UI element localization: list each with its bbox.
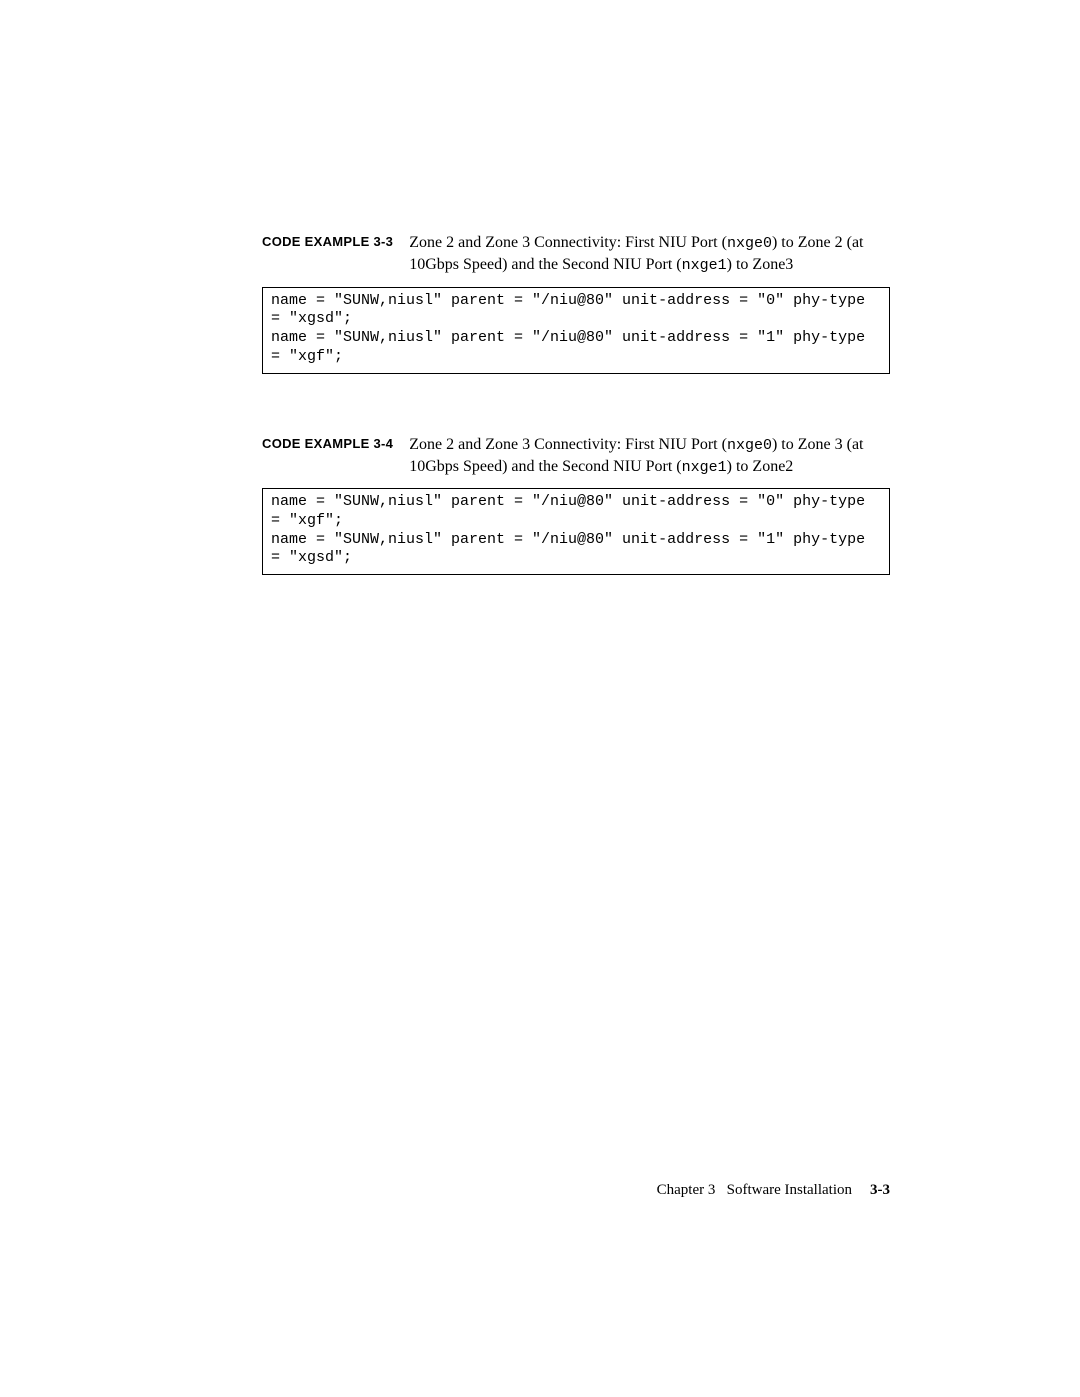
code-box: name = "SUNW,niusl" parent = "/niu@80" u… bbox=[262, 287, 890, 374]
caption-row: CODE EXAMPLE 3-3 Zone 2 and Zone 3 Conne… bbox=[262, 232, 890, 277]
caption-mono1: nxge0 bbox=[727, 235, 772, 252]
caption-suffix: ) to Zone3 bbox=[727, 256, 794, 273]
caption-prefix: Zone 2 and Zone 3 Connectivity: First NI… bbox=[409, 234, 727, 251]
footer-chapter: Chapter 3 bbox=[657, 1182, 716, 1198]
caption-row: CODE EXAMPLE 3-4 Zone 2 and Zone 3 Conne… bbox=[262, 434, 890, 479]
caption-prefix: Zone 2 and Zone 3 Connectivity: First NI… bbox=[409, 436, 727, 453]
footer-title: Software Installation bbox=[727, 1182, 852, 1198]
example-label: CODE EXAMPLE 3-4 bbox=[262, 434, 409, 451]
code-example-3-3: CODE EXAMPLE 3-3 Zone 2 and Zone 3 Conne… bbox=[262, 232, 890, 374]
caption-mono2: nxge1 bbox=[682, 459, 727, 476]
footer-pagenum: 3-3 bbox=[870, 1182, 890, 1198]
caption-mono1: nxge0 bbox=[727, 437, 772, 454]
caption-mono2: nxge1 bbox=[682, 257, 727, 274]
caption-suffix: ) to Zone2 bbox=[727, 458, 794, 475]
code-example-3-4: CODE EXAMPLE 3-4 Zone 2 and Zone 3 Conne… bbox=[262, 434, 890, 576]
page-body: CODE EXAMPLE 3-3 Zone 2 and Zone 3 Conne… bbox=[0, 0, 1080, 575]
example-caption: Zone 2 and Zone 3 Connectivity: First NI… bbox=[409, 232, 890, 277]
code-box: name = "SUNW,niusl" parent = "/niu@80" u… bbox=[262, 488, 890, 575]
example-caption: Zone 2 and Zone 3 Connectivity: First NI… bbox=[409, 434, 890, 479]
example-label: CODE EXAMPLE 3-3 bbox=[262, 232, 409, 249]
page-footer: Chapter 3 Software Installation 3-3 bbox=[657, 1182, 890, 1199]
